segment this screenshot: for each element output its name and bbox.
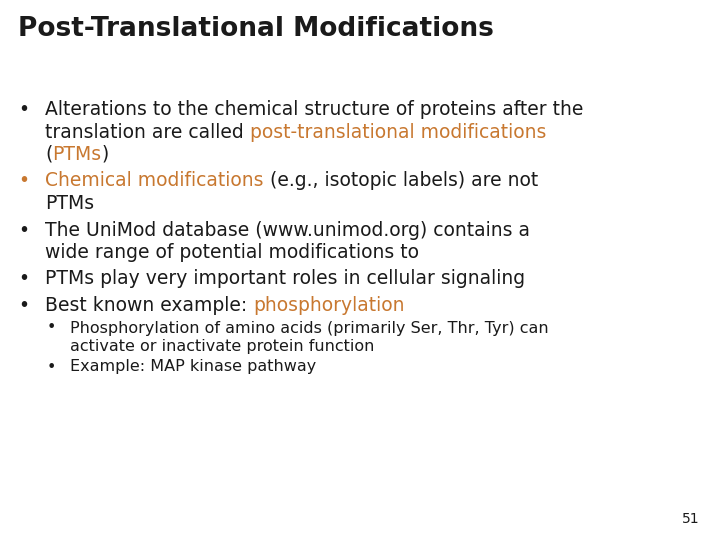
- Text: •: •: [18, 220, 29, 240]
- Text: translation are called: translation are called: [45, 123, 250, 141]
- Text: wide range of potential modifications to: wide range of potential modifications to: [45, 243, 419, 262]
- Text: Phosphorylation of amino acids (primarily Ser, Thr, Tyr) can: Phosphorylation of amino acids (primaril…: [70, 321, 549, 335]
- Text: activate or inactivate protein function: activate or inactivate protein function: [70, 340, 374, 354]
- Text: The UniMod database (www.unimod.org) contains a: The UniMod database (www.unimod.org) con…: [45, 220, 530, 240]
- Text: PTMs play very important roles in cellular signaling: PTMs play very important roles in cellul…: [45, 269, 525, 288]
- Text: Chemical modifications: Chemical modifications: [45, 172, 264, 191]
- Text: PTMs: PTMs: [53, 145, 102, 164]
- Text: •: •: [47, 321, 56, 335]
- Text: Alterations to the chemical structure of proteins after the: Alterations to the chemical structure of…: [45, 100, 583, 119]
- Text: •: •: [18, 172, 29, 191]
- Text: •: •: [18, 100, 29, 119]
- Text: PTMs: PTMs: [45, 194, 94, 213]
- Text: (e.g., isotopic labels) are not: (e.g., isotopic labels) are not: [264, 172, 538, 191]
- Text: Example: MAP kinase pathway: Example: MAP kinase pathway: [70, 360, 316, 375]
- Text: 51: 51: [683, 512, 700, 526]
- Text: •: •: [18, 269, 29, 288]
- Text: ): ): [102, 145, 109, 164]
- Text: (: (: [45, 145, 53, 164]
- Text: •: •: [18, 296, 29, 315]
- Text: Best known example:: Best known example:: [45, 296, 253, 315]
- Text: •: •: [47, 360, 56, 375]
- Text: Post-Translational Modifications: Post-Translational Modifications: [18, 16, 494, 42]
- Text: post-translational modifications: post-translational modifications: [250, 123, 546, 141]
- Text: phosphorylation: phosphorylation: [253, 296, 405, 315]
